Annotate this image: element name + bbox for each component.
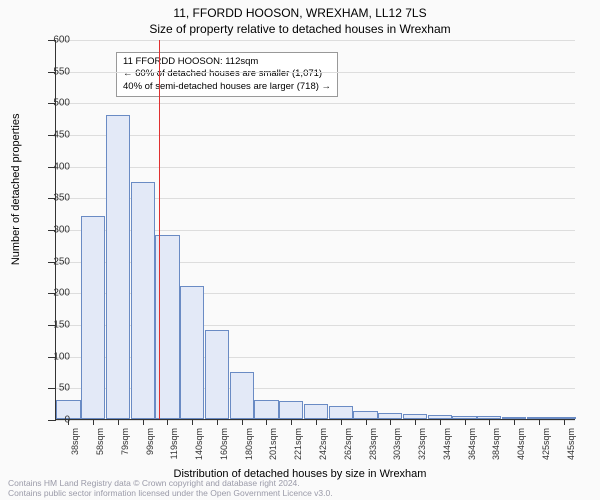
- bar: [353, 411, 377, 419]
- x-tick: [118, 419, 119, 425]
- bar: [205, 330, 229, 419]
- y-tick-label: 300: [40, 225, 70, 236]
- annotation-line2: ← 60% of detached houses are smaller (1,…: [123, 68, 331, 80]
- gridline: [56, 103, 575, 104]
- x-tick-label: 425sqm: [541, 428, 551, 460]
- x-tick: [366, 419, 367, 425]
- y-tick-label: 500: [40, 98, 70, 109]
- gridline: [56, 167, 575, 168]
- annotation-line1: 11 FFORDD HOOSON: 112sqm: [123, 56, 331, 68]
- y-tick-label: 550: [40, 66, 70, 77]
- x-tick-label: 262sqm: [343, 428, 353, 460]
- annotation-line3: 40% of semi-detached houses are larger (…: [123, 81, 331, 93]
- x-tick-label: 140sqm: [194, 428, 204, 460]
- x-tick: [341, 419, 342, 425]
- x-tick: [242, 419, 243, 425]
- x-tick: [93, 419, 94, 425]
- chart-subtitle: Size of property relative to detached ho…: [0, 20, 600, 36]
- x-tick-label: 38sqm: [70, 428, 80, 455]
- bar: [106, 115, 130, 419]
- bar: [254, 400, 278, 419]
- y-tick-label: 200: [40, 288, 70, 299]
- y-tick-label: 450: [40, 130, 70, 141]
- x-tick-label: 344sqm: [442, 428, 452, 460]
- x-tick: [167, 419, 168, 425]
- y-axis-title: Number of detached properties: [10, 114, 22, 266]
- bar: [279, 401, 303, 419]
- plot-area: 11 FFORDD HOOSON: 112sqm ← 60% of detach…: [55, 40, 575, 420]
- bar: [81, 216, 105, 419]
- x-tick-label: 283sqm: [368, 428, 378, 460]
- chart-container: 11, FFORDD HOOSON, WREXHAM, LL12 7LS Siz…: [0, 0, 600, 500]
- x-tick-label: 79sqm: [120, 428, 130, 455]
- x-tick-label: 445sqm: [566, 428, 576, 460]
- x-tick-label: 201sqm: [268, 428, 278, 460]
- bar: [131, 182, 155, 420]
- x-tick-label: 160sqm: [219, 428, 229, 460]
- x-tick: [291, 419, 292, 425]
- x-tick-label: 404sqm: [516, 428, 526, 460]
- x-tick-label: 323sqm: [417, 428, 427, 460]
- y-tick-label: 600: [40, 35, 70, 46]
- x-tick: [316, 419, 317, 425]
- y-tick-label: 150: [40, 320, 70, 331]
- bar: [329, 406, 353, 419]
- x-tick: [539, 419, 540, 425]
- footer-line2: Contains public sector information licen…: [8, 488, 592, 498]
- bar: [180, 286, 204, 419]
- x-tick-label: 303sqm: [392, 428, 402, 460]
- x-tick: [390, 419, 391, 425]
- bar: [304, 404, 328, 419]
- chart-title: 11, FFORDD HOOSON, WREXHAM, LL12 7LS: [0, 0, 600, 20]
- gridline: [56, 40, 575, 41]
- gridline: [56, 72, 575, 73]
- y-tick-label: 100: [40, 351, 70, 362]
- y-tick-label: 50: [40, 383, 70, 394]
- x-tick-label: 364sqm: [467, 428, 477, 460]
- gridline: [56, 135, 575, 136]
- x-tick: [192, 419, 193, 425]
- x-tick: [415, 419, 416, 425]
- x-tick: [217, 419, 218, 425]
- x-tick: [143, 419, 144, 425]
- x-tick-label: 58sqm: [95, 428, 105, 455]
- y-tick-label: 250: [40, 256, 70, 267]
- x-tick-label: 99sqm: [145, 428, 155, 455]
- bar: [230, 372, 254, 420]
- x-tick-label: 242sqm: [318, 428, 328, 460]
- y-tick-label: 0: [40, 415, 70, 426]
- x-tick-label: 384sqm: [491, 428, 501, 460]
- annotation-box: 11 FFORDD HOOSON: 112sqm ← 60% of detach…: [116, 52, 338, 97]
- x-tick-label: 119sqm: [169, 428, 179, 459]
- x-tick-label: 180sqm: [244, 428, 254, 460]
- x-tick: [440, 419, 441, 425]
- y-tick-label: 400: [40, 161, 70, 172]
- y-tick-label: 350: [40, 193, 70, 204]
- reference-line: [159, 40, 161, 419]
- x-tick: [489, 419, 490, 425]
- x-tick: [564, 419, 565, 425]
- x-tick: [266, 419, 267, 425]
- x-tick: [465, 419, 466, 425]
- x-tick-label: 221sqm: [293, 428, 303, 460]
- footer: Contains HM Land Registry data © Crown c…: [8, 478, 592, 498]
- footer-line1: Contains HM Land Registry data © Crown c…: [8, 478, 592, 488]
- x-tick: [514, 419, 515, 425]
